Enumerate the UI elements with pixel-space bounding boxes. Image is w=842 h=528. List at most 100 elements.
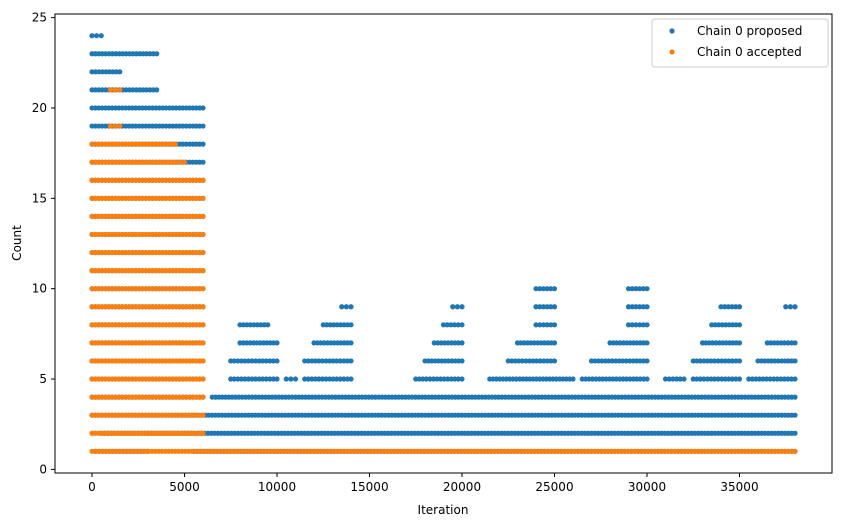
data-point bbox=[200, 177, 206, 183]
legend-marker-accepted bbox=[669, 49, 675, 55]
legend-label-proposed: Chain 0 proposed bbox=[697, 24, 802, 38]
data-point bbox=[548, 358, 554, 364]
data-point bbox=[413, 376, 419, 382]
data-point bbox=[708, 358, 714, 364]
data-point bbox=[267, 376, 273, 382]
data-point bbox=[637, 304, 643, 310]
x-tick-label: 5000 bbox=[169, 480, 200, 494]
y-tick-label: 20 bbox=[32, 101, 47, 115]
y-axis: 0 5 10 15 20 25 bbox=[32, 11, 55, 476]
data-point bbox=[792, 394, 798, 400]
x-axis: 0 5000 10000 15000 20000 25000 30000 35000 bbox=[88, 473, 759, 494]
data-point bbox=[200, 376, 206, 382]
data-point bbox=[107, 87, 114, 93]
data-point bbox=[625, 322, 632, 328]
data-point bbox=[107, 123, 114, 129]
data-point bbox=[348, 358, 354, 364]
data-point bbox=[662, 376, 669, 382]
data-point bbox=[701, 376, 707, 382]
data-point bbox=[505, 358, 511, 364]
axes-frame bbox=[54, 13, 833, 474]
data-point bbox=[117, 123, 123, 129]
data-point bbox=[344, 376, 351, 382]
data-point bbox=[253, 358, 259, 364]
y-tick-label: 15 bbox=[32, 191, 47, 205]
data-point bbox=[625, 286, 632, 292]
data-point bbox=[674, 376, 680, 382]
data-point bbox=[792, 412, 798, 418]
data-point bbox=[444, 322, 450, 328]
data-point bbox=[715, 358, 721, 364]
data-point bbox=[681, 376, 687, 382]
data-point bbox=[533, 322, 539, 328]
data-point bbox=[256, 358, 262, 364]
data-point bbox=[430, 376, 437, 382]
data-point bbox=[736, 376, 743, 382]
data-point bbox=[327, 376, 333, 382]
data-point bbox=[452, 322, 458, 328]
data-point bbox=[228, 376, 234, 382]
x-tick-label: 25000 bbox=[535, 480, 573, 494]
data-point bbox=[260, 376, 266, 382]
data-point bbox=[792, 430, 798, 436]
data-point bbox=[690, 376, 696, 382]
data-point bbox=[200, 231, 206, 238]
data-point bbox=[785, 376, 791, 382]
data-point bbox=[792, 376, 798, 382]
data-point bbox=[292, 376, 299, 382]
data-point bbox=[644, 358, 650, 364]
data-point bbox=[319, 376, 326, 382]
data-point bbox=[316, 376, 322, 382]
data-point bbox=[348, 340, 354, 346]
data-point bbox=[270, 376, 277, 382]
data-point bbox=[694, 376, 700, 382]
data-point bbox=[200, 322, 206, 328]
data-point bbox=[445, 376, 451, 382]
data-point bbox=[722, 304, 728, 310]
data-point bbox=[551, 304, 558, 310]
data-point bbox=[440, 322, 447, 328]
data-point bbox=[154, 87, 160, 93]
data-point bbox=[459, 340, 465, 346]
data-point bbox=[625, 304, 632, 310]
data-point bbox=[792, 304, 798, 310]
data-point bbox=[633, 322, 639, 328]
data-point bbox=[265, 322, 271, 328]
data-point bbox=[644, 304, 650, 310]
data-point bbox=[792, 448, 798, 454]
data-point bbox=[629, 286, 635, 292]
data-point bbox=[455, 322, 461, 328]
data-point bbox=[783, 304, 789, 310]
data-point bbox=[544, 358, 550, 364]
data-point bbox=[548, 322, 554, 328]
data-point bbox=[316, 358, 322, 364]
data-point bbox=[441, 376, 447, 382]
data-point bbox=[708, 376, 714, 382]
data-point bbox=[670, 376, 676, 382]
data-point bbox=[274, 340, 280, 346]
data-point bbox=[694, 358, 700, 364]
data-point bbox=[245, 376, 252, 382]
data-point bbox=[312, 376, 319, 382]
data-point bbox=[677, 376, 683, 382]
data-point bbox=[339, 304, 345, 310]
data-point bbox=[228, 358, 234, 364]
data-point bbox=[736, 358, 743, 364]
data-point bbox=[548, 304, 554, 310]
data-point bbox=[454, 304, 460, 310]
data-point bbox=[438, 376, 444, 382]
x-tick-label: 0 bbox=[88, 480, 96, 494]
data-point bbox=[534, 358, 540, 364]
data-point bbox=[274, 358, 280, 364]
data-point bbox=[334, 376, 340, 382]
data-point bbox=[459, 376, 465, 382]
data-point bbox=[746, 376, 752, 382]
data-point bbox=[98, 33, 104, 39]
data-point bbox=[305, 358, 311, 364]
data-point bbox=[530, 358, 536, 364]
data-point bbox=[459, 322, 465, 328]
data-point bbox=[729, 376, 735, 382]
data-point bbox=[774, 376, 780, 382]
